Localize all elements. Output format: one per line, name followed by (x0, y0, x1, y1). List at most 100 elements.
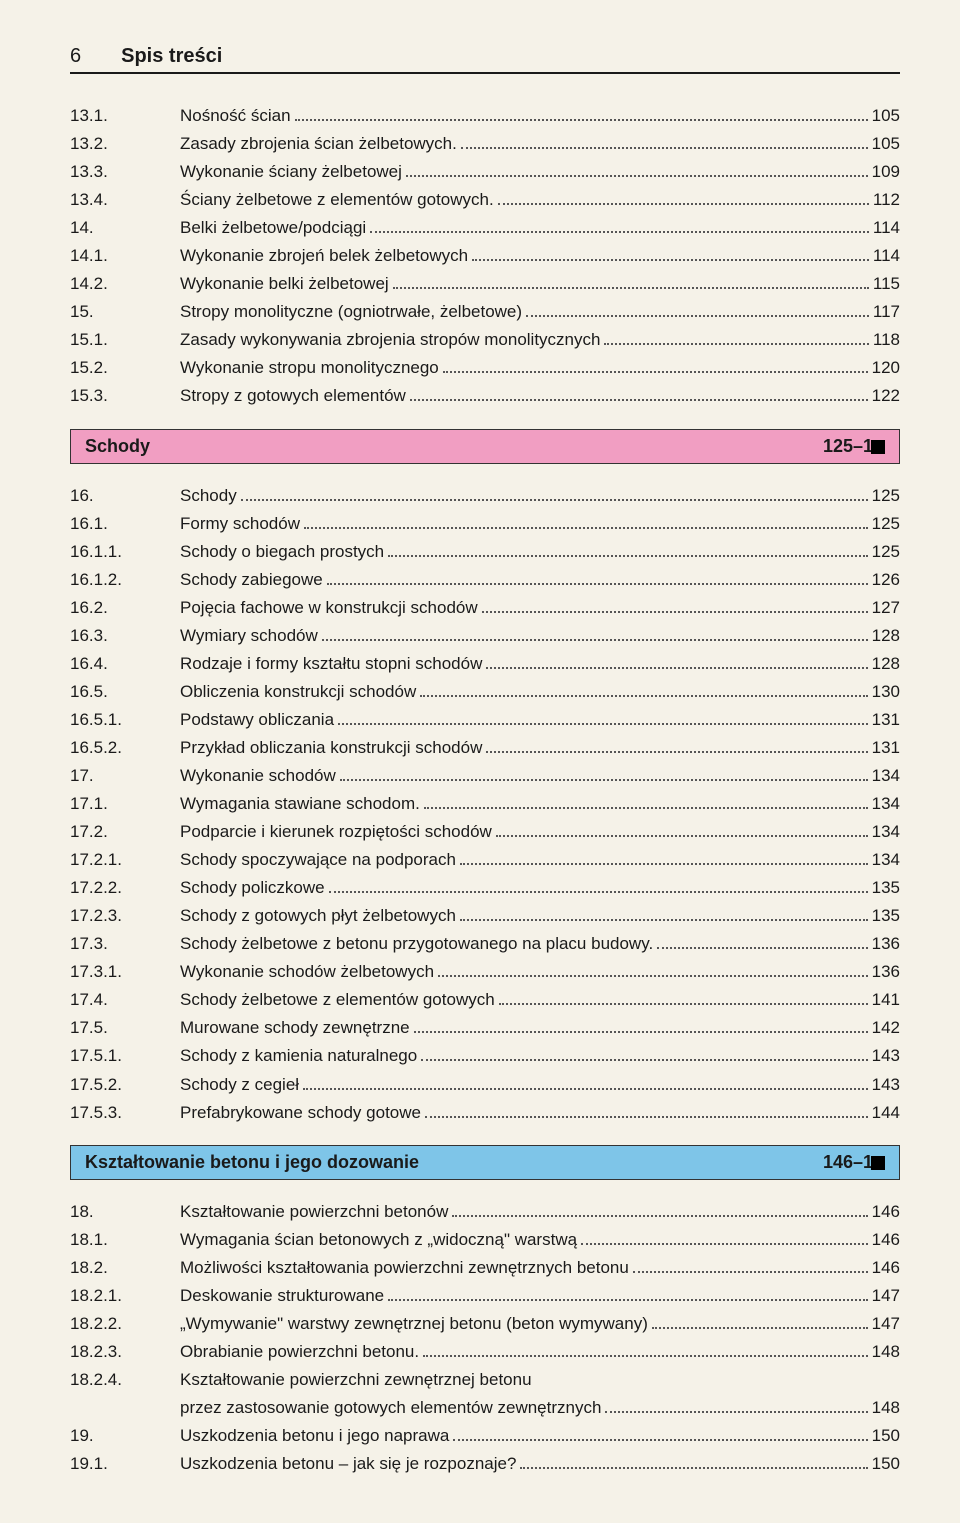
toc-entry: 17.Wykonanie schodów134 (70, 762, 900, 790)
toc-dots (388, 1299, 868, 1301)
toc-entry: 14.Belki żelbetowe/podciągi114 (70, 214, 900, 242)
toc-text: Nośność ścian (180, 102, 291, 130)
toc-entry: 17.3.1.Wykonanie schodów żelbetowych136 (70, 958, 900, 986)
toc-page: 126 (872, 566, 900, 594)
toc-number: 18.1. (70, 1226, 180, 1254)
toc-entry: 17.5.1.Schody z kamienia naturalnego143 (70, 1042, 900, 1070)
toc-text: Schody żelbetowe z betonu przygotowanego… (180, 930, 653, 958)
toc-text: Zasady wykonywania zbrojenia stropów mon… (180, 326, 600, 354)
toc-entry: 17.5.2.Schody z cegieł143 (70, 1071, 900, 1099)
toc-block-1: 13.1.Nośność ścian 10513.2.Zasady zbrojen… (70, 102, 900, 411)
toc-text: Belki żelbetowe/podciągi (180, 214, 366, 242)
toc-dots (414, 1031, 868, 1033)
toc-text: Ściany żelbetowe z elementów gotowych. (180, 186, 494, 214)
toc-page: 115 (873, 270, 900, 298)
toc-block-3: 18.Kształtowanie powierzchni betonów1461… (70, 1198, 900, 1478)
toc-page: 134 (872, 762, 900, 790)
toc-dots (460, 863, 868, 865)
toc-entry: 16.1.Formy schodów125 (70, 510, 900, 538)
toc-page: 134 (872, 818, 900, 846)
toc-entry: 18.1.Wymagania ścian betonowych z „widoc… (70, 1226, 900, 1254)
toc-entry: 17.1.Wymagania stawiane schodom.134 (70, 790, 900, 818)
toc-entry: 13.3.Wykonanie ściany żelbetowej109 (70, 158, 900, 186)
toc-dots (482, 611, 868, 613)
toc-dots (657, 947, 867, 949)
toc-dots (460, 919, 868, 921)
toc-entry: 17.4.Schody żelbetowe z elementów gotowy… (70, 986, 900, 1014)
toc-number: 15.1. (70, 326, 180, 354)
toc-page: 136 (872, 958, 900, 986)
toc-number: 18.2.2. (70, 1310, 180, 1338)
toc-dots (329, 891, 868, 893)
toc-text: Deskowanie strukturowane (180, 1282, 384, 1310)
toc-entry-continuation: przez zastosowanie gotowych elementów ze… (180, 1394, 900, 1422)
toc-number: 13.1. (70, 102, 180, 130)
toc-text: Schody z gotowych płyt żelbetowych (180, 902, 456, 930)
toc-dots (443, 371, 868, 373)
toc-entry: 17.5.Murowane schody zewnętrzne142 (70, 1014, 900, 1042)
toc-page: 150 (872, 1422, 900, 1450)
toc-number: 13.4. (70, 186, 180, 214)
toc-text: Murowane schody zewnętrzne (180, 1014, 410, 1042)
toc-page: 125 (872, 482, 900, 510)
toc-page: 114 (873, 214, 900, 242)
toc-page: 135 (872, 874, 900, 902)
toc-page: 112 (873, 186, 900, 214)
toc-text: Pojęcia fachowe w konstrukcji schodów (180, 594, 478, 622)
toc-dots (304, 527, 868, 529)
toc-dots (295, 119, 868, 121)
toc-page: 105 (872, 130, 900, 158)
toc-text: Podstawy obliczania (180, 706, 334, 734)
toc-page: 128 (872, 650, 900, 678)
toc-number: 17.4. (70, 986, 180, 1014)
toc-number: 15.2. (70, 354, 180, 382)
toc-page: 144 (872, 1099, 900, 1127)
toc-text: Stropy monolityczne (ogniotrwałe, żelbet… (180, 298, 522, 326)
toc-dots (388, 555, 868, 557)
toc-number: 16.1.1. (70, 538, 180, 566)
toc-text: Uszkodzenia betonu – jak się je rozpozna… (180, 1450, 516, 1478)
toc-entry: 18.Kształtowanie powierzchni betonów146 (70, 1198, 900, 1226)
toc-text: Podparcie i kierunek rozpiętości schodów (180, 818, 492, 846)
section-title: Kształtowanie betonu i jego dozowanie (85, 1152, 419, 1173)
toc-dots (499, 1003, 868, 1005)
toc-dots (340, 779, 868, 781)
toc-dots (486, 667, 867, 669)
toc-dots (461, 147, 868, 149)
toc-entry: 15.1.Zasady wykonywania zbrojenia stropó… (70, 326, 900, 354)
toc-dots (496, 835, 868, 837)
toc-text: Obrabianie powierzchni betonu. (180, 1338, 419, 1366)
toc-entry: 17.2.2.Schody policzkowe135 (70, 874, 900, 902)
toc-text: Stropy z gotowych elementów (180, 382, 406, 410)
toc-text: „Wymywanie" warstwy zewnętrznej betonu (… (180, 1310, 648, 1338)
toc-number: 18. (70, 1198, 180, 1226)
toc-text: Schody spoczywające na podporach (180, 846, 456, 874)
toc-entry: 13.2.Zasady zbrojenia ścian żelbetowych.… (70, 130, 900, 158)
toc-number: 17.3. (70, 930, 180, 958)
toc-entry: 13.4.Ściany żelbetowe z elementów gotowy… (70, 186, 900, 214)
toc-number: 16.5.1. (70, 706, 180, 734)
toc-page: 131 (872, 734, 900, 762)
toc-number: 16.5.2. (70, 734, 180, 762)
toc-page: 147 (872, 1282, 900, 1310)
toc-number: 16.2. (70, 594, 180, 622)
toc-page: 131 (872, 706, 900, 734)
toc-entry: 15.Stropy monolityczne (ogniotrwałe, żel… (70, 298, 900, 326)
toc-number: 19. (70, 1422, 180, 1450)
toc-text: Schody (180, 482, 237, 510)
toc-dots (472, 259, 869, 261)
toc-entry: 16.5.1.Podstawy obliczania 131 (70, 706, 900, 734)
toc-page: 134 (872, 846, 900, 874)
toc-entry: 16.5.2.Przykład obliczania konstrukcji s… (70, 734, 900, 762)
toc-dots (327, 583, 868, 585)
toc-dots (452, 1215, 867, 1217)
toc-text: Przykład obliczania konstrukcji schodów (180, 734, 482, 762)
toc-text: Wykonanie ściany żelbetowej (180, 158, 402, 186)
toc-entry: 16.Schody125 (70, 482, 900, 510)
toc-page: 105 (872, 102, 900, 130)
toc-page: 146 (872, 1226, 900, 1254)
toc-dots (520, 1467, 867, 1469)
toc-entry: 18.2.1.Deskowanie strukturowane147 (70, 1282, 900, 1310)
toc-text: Wykonanie stropu monolitycznego (180, 354, 439, 382)
toc-number: 17.2.1. (70, 846, 180, 874)
